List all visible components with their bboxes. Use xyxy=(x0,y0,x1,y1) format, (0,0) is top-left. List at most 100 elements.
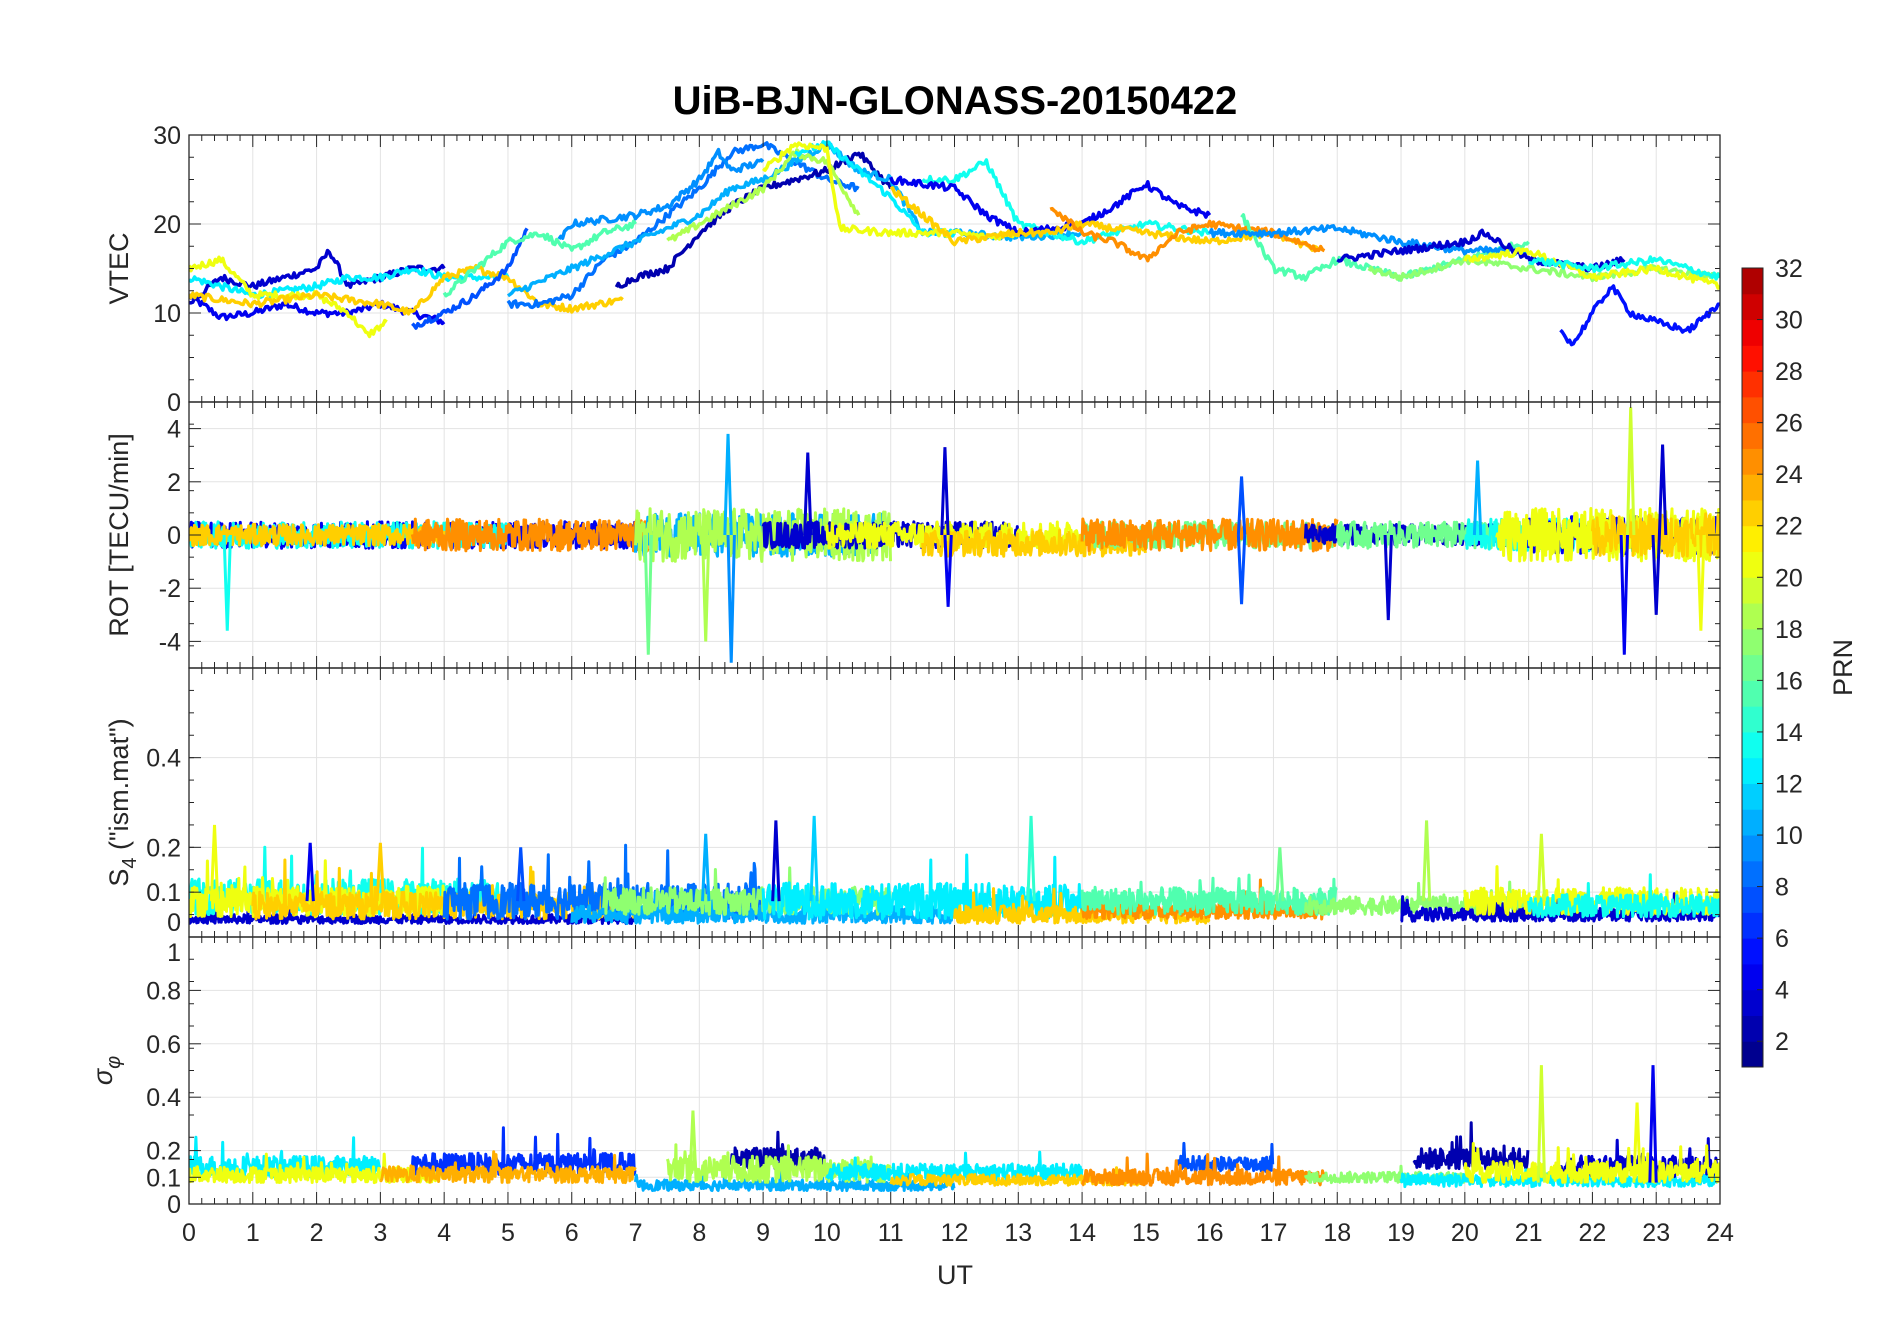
colorbar-band-21 xyxy=(1742,525,1763,553)
spike-prn-16 xyxy=(643,534,653,655)
series-prn-18 xyxy=(666,148,861,242)
spike-prn-20 xyxy=(1696,534,1706,631)
x-tick-label: 10 xyxy=(813,1219,841,1247)
colorbar-band-7 xyxy=(1742,886,1763,913)
colorbar-tick-label: 14 xyxy=(1775,719,1803,747)
series-prn-23 xyxy=(379,1150,637,1185)
x-tick-label: 21 xyxy=(1515,1219,1543,1247)
colorbar-band-4 xyxy=(1742,963,1763,991)
series-prn-15 xyxy=(442,219,637,298)
x-axis-label: UT xyxy=(937,1260,973,1290)
spike-prn-16 xyxy=(1275,847,1285,902)
series-prn-22 xyxy=(189,522,446,548)
colorbar-tick-label: 10 xyxy=(1775,822,1803,850)
colorbar-band-22 xyxy=(1742,499,1763,527)
x-tick-label: 5 xyxy=(501,1219,515,1247)
colorbar-band-3 xyxy=(1742,989,1763,1016)
x-tick-label: 3 xyxy=(373,1219,387,1247)
y-tick-label: 1 xyxy=(167,939,181,967)
x-tick-label: 18 xyxy=(1323,1219,1351,1247)
y-tick-label: 0.2 xyxy=(146,834,181,862)
spike-prn-10 xyxy=(701,833,711,902)
colorbar-tick-label: 26 xyxy=(1775,410,1803,438)
spike-prn-3 xyxy=(1383,534,1393,621)
series-prn-24 xyxy=(1080,517,1339,553)
x-tick-label: 19 xyxy=(1387,1219,1415,1247)
series-prn-7 xyxy=(411,227,529,330)
spike-prn-4 xyxy=(1619,534,1629,655)
y-tick-label: 0.8 xyxy=(146,977,181,1005)
x-tick-label: 0 xyxy=(182,1219,196,1247)
chart-title: UiB-BJN-GLONASS-20150422 xyxy=(673,79,1238,123)
x-tick-label: 16 xyxy=(1196,1219,1224,1247)
colorbar-band-11 xyxy=(1742,783,1763,810)
colorbar-band-27 xyxy=(1742,371,1763,398)
spike-prn-7 xyxy=(516,847,526,902)
x-tick-label: 22 xyxy=(1579,1219,1607,1247)
series-prn-20 xyxy=(761,141,1020,242)
panel-sigma-phi: 00.10.2 0.4 0.6 0.8 1 σφ xyxy=(88,936,1721,1219)
y-tick-label: -4 xyxy=(159,628,181,656)
series-group xyxy=(189,815,1720,925)
spike-prn-4 xyxy=(1648,1065,1658,1183)
y-axis-label-main: S xyxy=(104,869,134,887)
series-prn-13 xyxy=(921,158,1210,246)
colorbar-band-18 xyxy=(1742,603,1763,630)
y-tick-label: 4 xyxy=(167,416,181,444)
y-tick-label: 0.1 xyxy=(146,879,181,907)
y-axis-label: ROT [TECU/min] xyxy=(104,433,134,637)
series-prn-10 xyxy=(570,891,956,925)
y-tick-label: 0.4 xyxy=(146,1084,181,1112)
series-prn-20 xyxy=(1463,246,1720,290)
spike-prn-10 xyxy=(723,433,733,536)
colorbar-band-17 xyxy=(1742,628,1763,656)
spike-prn-22 xyxy=(375,842,386,902)
y-tick-label: 0 xyxy=(167,522,181,550)
spike-prn-3 xyxy=(1651,534,1661,615)
colorbar-band-12 xyxy=(1742,757,1763,784)
panel-vtec: 0 10 20 30 VTEC xyxy=(104,122,1721,417)
spike-prn-3 xyxy=(771,820,781,902)
x-tick-label: 15 xyxy=(1132,1219,1160,1247)
x-tick-label: 7 xyxy=(629,1219,643,1247)
series-group xyxy=(189,140,1720,347)
y-axis-label-suffix: ("ism.mat") xyxy=(104,718,134,857)
spike-prn-7 xyxy=(1236,476,1247,536)
colorbar-tick-label: 2 xyxy=(1775,1028,1789,1056)
spike-prn-19 xyxy=(1536,1065,1547,1183)
colorbar-frame xyxy=(1741,267,1764,1068)
colorbar-tick-label: 24 xyxy=(1775,461,1803,489)
spike-prn-18 xyxy=(701,534,711,642)
y-tick-label: 10 xyxy=(153,300,181,328)
y-tick-label: 2 xyxy=(167,469,181,497)
x-tick-label: 6 xyxy=(565,1219,579,1247)
y-axis-label-main: σ xyxy=(88,1067,118,1085)
colorbar-band-23 xyxy=(1742,474,1763,501)
colorbar-tick-label: 6 xyxy=(1775,925,1789,953)
series-prn-24 xyxy=(1049,206,1326,263)
series-prn-13 xyxy=(1528,255,1720,281)
spike-prn-20 xyxy=(209,824,220,902)
y-tick-label: -2 xyxy=(159,575,181,603)
series-prn-12 xyxy=(1399,1165,1720,1189)
x-tick-label: 14 xyxy=(1068,1219,1096,1247)
y-tick-label: 0.4 xyxy=(146,745,181,773)
colorbar-tick-label: 22 xyxy=(1775,513,1803,541)
colorbar-tick-label: 8 xyxy=(1775,874,1789,902)
spike-prn-20 xyxy=(1632,1102,1642,1183)
spike-prn-11 xyxy=(809,815,819,902)
colorbar-band-14 xyxy=(1742,706,1763,733)
series-prn-12 xyxy=(825,1150,1084,1182)
x-tick-label: 1 xyxy=(246,1219,260,1247)
spike-prn-3 xyxy=(1657,444,1668,536)
panel-rot: -4 -2 0 2 4 ROT [TECU/min] xyxy=(104,401,1721,669)
series-prn-15 xyxy=(1080,873,1338,916)
spike-prn-18 xyxy=(688,1110,698,1183)
colorbar-band-29 xyxy=(1742,319,1763,346)
colorbar-band-1 xyxy=(1742,1041,1763,1068)
colorbar-band-13 xyxy=(1742,731,1763,759)
colorbar-tick-label: 12 xyxy=(1775,770,1803,798)
spike-prn-3 xyxy=(803,452,813,536)
y-tick-label: 0 xyxy=(167,389,181,417)
